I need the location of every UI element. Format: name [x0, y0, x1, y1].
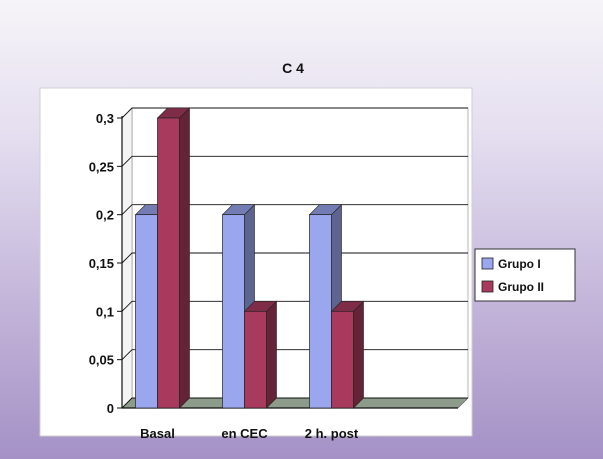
- bars: [134, 107, 365, 409]
- bar-front: [244, 310, 267, 409]
- y-tick-label: 0,3: [96, 111, 114, 126]
- bar-grupo-ii: [243, 300, 278, 409]
- y-tick-label: 0,1: [96, 304, 114, 319]
- legend-swatch-grupo-ii: [481, 280, 494, 293]
- bar-front: [222, 214, 245, 409]
- bar-front: [331, 310, 354, 409]
- bar-side: [353, 300, 364, 409]
- bar-front: [157, 117, 180, 409]
- x-tick-label: Basal: [140, 426, 175, 441]
- bar-side: [266, 300, 277, 409]
- legend-label-grupo-i: Grupo I: [498, 257, 541, 271]
- bar-side: [179, 107, 190, 409]
- bar-grupo-ii: [156, 107, 191, 409]
- bar-grupo-ii: [330, 300, 365, 409]
- x-tick-label: 2 h. post: [305, 426, 359, 441]
- y-tick-label: 0,2: [96, 208, 114, 223]
- x-axis-ticks: Basal en CEC 2 h. post: [140, 426, 359, 441]
- y-axis-ticks: 0 0,05 0,1 0,15 0,2 0,25 0,3: [89, 111, 122, 416]
- gridline: [121, 155, 468, 167]
- x-tick-label: en CEC: [221, 426, 268, 441]
- y-tick-label: 0,05: [89, 353, 114, 368]
- gridline: [121, 252, 468, 264]
- bar-front: [309, 214, 332, 409]
- chart-title: C 4: [282, 60, 304, 76]
- legend: Grupo I Grupo II: [474, 248, 576, 302]
- y-tick-label: 0,15: [89, 256, 114, 271]
- bar-front: [135, 214, 158, 409]
- legend-swatch-grupo-i: [481, 257, 494, 270]
- y-tick-label: 0: [107, 401, 114, 416]
- legend-label-grupo-ii: Grupo II: [498, 280, 544, 294]
- gridline: [121, 204, 468, 215]
- y-tick-label: 0,25: [89, 159, 114, 174]
- gridline: [121, 107, 468, 119]
